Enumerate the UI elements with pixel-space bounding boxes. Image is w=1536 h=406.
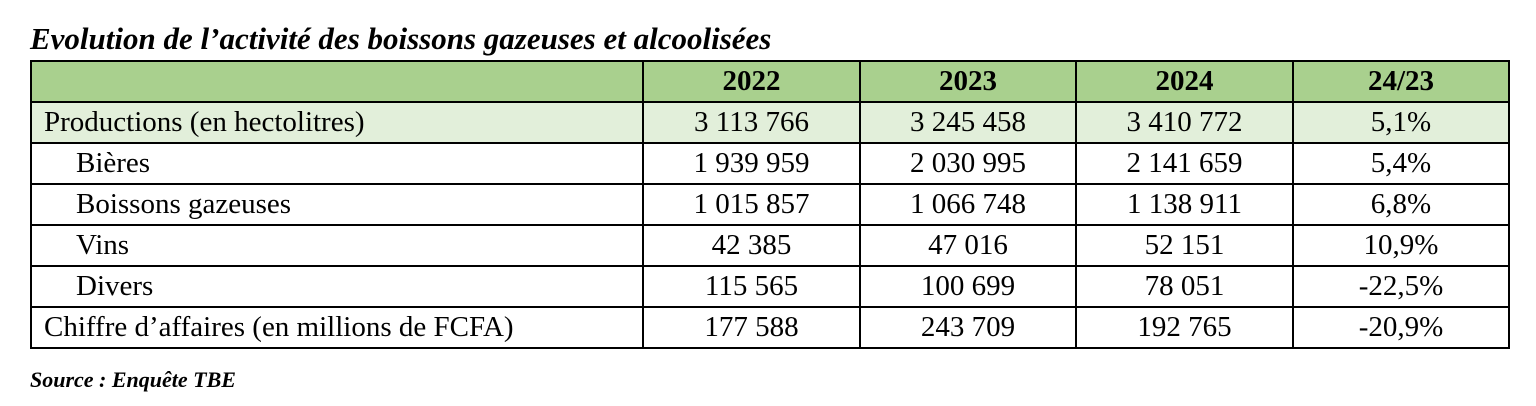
table-cell: 243 709 bbox=[859, 306, 1077, 349]
table-row-divers: Divers 115 565 100 699 78 051 -22,5% bbox=[30, 265, 1510, 308]
table-row-productions: Productions (en hectolitres) 3 113 766 3… bbox=[30, 101, 1510, 144]
table-cell: 100 699 bbox=[859, 265, 1077, 308]
source-note: Source : Enquête TBE bbox=[30, 367, 236, 392]
table-cell: 2 030 995 bbox=[859, 142, 1077, 185]
table-cell: 78 051 bbox=[1075, 265, 1294, 308]
header-cell-2024: 2024 bbox=[1075, 60, 1294, 103]
table-cell: 3 113 766 bbox=[642, 101, 861, 144]
table-cell: 192 765 bbox=[1075, 306, 1294, 349]
header-cell-empty bbox=[30, 60, 644, 103]
data-table: 2022 2023 2024 24/23 Productions (en hec… bbox=[30, 60, 1510, 349]
table-cell: 1 939 959 bbox=[642, 142, 861, 185]
table-cell: 1 066 748 bbox=[859, 183, 1077, 226]
row-label: Boissons gazeuses bbox=[30, 183, 644, 226]
row-label: Bières bbox=[30, 142, 644, 185]
table-cell: 1 138 911 bbox=[1075, 183, 1294, 226]
table-cell: 42 385 bbox=[642, 224, 861, 267]
table-cell: 5,1% bbox=[1292, 101, 1510, 144]
table-title: Evolution de l’activité des boissons gaz… bbox=[30, 21, 772, 56]
header-cell-2022: 2022 bbox=[642, 60, 861, 103]
header-cell-2023: 2023 bbox=[859, 60, 1077, 103]
row-label: Chiffre d’affaires (en millions de FCFA) bbox=[30, 306, 644, 349]
table-cell: 2 141 659 bbox=[1075, 142, 1294, 185]
table-cell: -20,9% bbox=[1292, 306, 1510, 349]
table-row-chiffre-affaires: Chiffre d’affaires (en millions de FCFA)… bbox=[30, 306, 1510, 349]
table-cell: 10,9% bbox=[1292, 224, 1510, 267]
table-cell: 115 565 bbox=[642, 265, 861, 308]
row-label: Productions (en hectolitres) bbox=[30, 101, 644, 144]
table-cell: 52 151 bbox=[1075, 224, 1294, 267]
table-cell: 3 410 772 bbox=[1075, 101, 1294, 144]
table-cell: 177 588 bbox=[642, 306, 861, 349]
row-label: Vins bbox=[30, 224, 644, 267]
table-row-vins: Vins 42 385 47 016 52 151 10,9% bbox=[30, 224, 1510, 267]
header-cell-variation: 24/23 bbox=[1292, 60, 1510, 103]
table-cell: 3 245 458 bbox=[859, 101, 1077, 144]
table-cell: -22,5% bbox=[1292, 265, 1510, 308]
table-row-bieres: Bières 1 939 959 2 030 995 2 141 659 5,4… bbox=[30, 142, 1510, 185]
table-cell: 6,8% bbox=[1292, 183, 1510, 226]
table-cell: 47 016 bbox=[859, 224, 1077, 267]
table-cell: 5,4% bbox=[1292, 142, 1510, 185]
table-cell: 1 015 857 bbox=[642, 183, 861, 226]
row-label: Divers bbox=[30, 265, 644, 308]
table-header-row: 2022 2023 2024 24/23 bbox=[30, 60, 1510, 103]
table-row-boissons-gazeuses: Boissons gazeuses 1 015 857 1 066 748 1 … bbox=[30, 183, 1510, 226]
